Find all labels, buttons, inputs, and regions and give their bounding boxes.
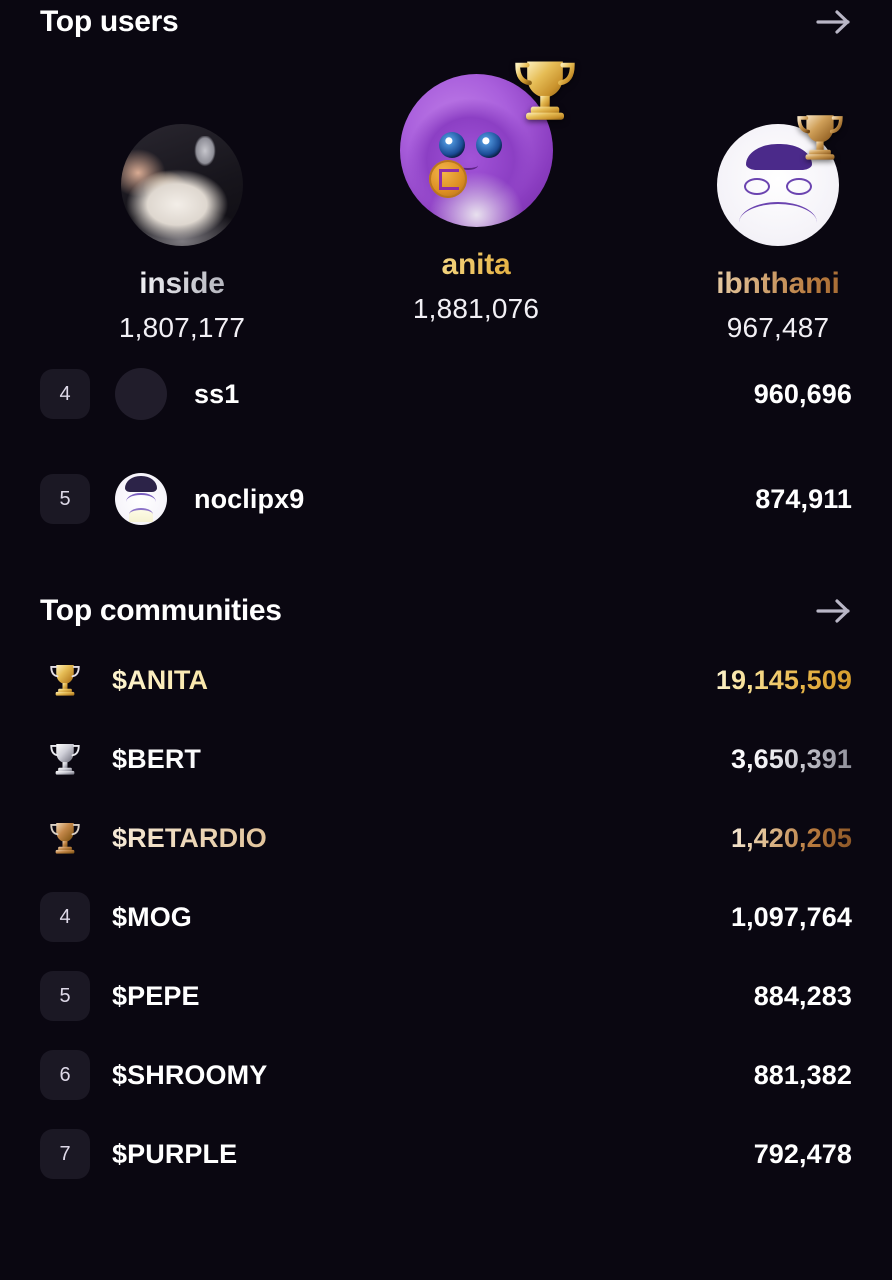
arrow-right-icon	[816, 598, 852, 624]
rank-badge: 4	[40, 892, 90, 942]
creature-eye-left	[439, 132, 466, 159]
blank-avatar	[115, 368, 167, 420]
silver-trophy-icon	[40, 734, 90, 784]
rank-badge: 7	[40, 1129, 90, 1179]
avatar-wrap-3	[717, 115, 843, 246]
fox-lineart-avatar	[717, 124, 839, 246]
podium-score-1: 1,881,076	[412, 293, 540, 324]
table-row[interactable]: 5 $PEPE 884,283	[40, 971, 852, 1021]
page-title: Top users	[40, 5, 179, 38]
podium-slot-3[interactable]: ibnthami 967,487	[668, 115, 888, 344]
noclipx9-avatar	[115, 473, 167, 525]
community-score: 19,145,509	[715, 664, 852, 695]
gold-trophy-icon	[40, 655, 90, 705]
community-name: $BERT	[112, 744, 731, 775]
user-name: ss1	[194, 378, 240, 409]
creature-mouth	[457, 161, 478, 171]
podium-name-2: inside	[72, 267, 292, 300]
table-row[interactable]: 4 $MOG 1,097,764	[40, 892, 852, 942]
community-name: $ANITA	[112, 665, 716, 696]
community-score: 1,420,205	[730, 822, 852, 853]
table-row[interactable]: 4 ss1 960,696	[40, 364, 852, 424]
fox-body	[738, 202, 818, 243]
avatar-figure	[126, 492, 156, 511]
rabbit-photo-avatar	[121, 124, 243, 246]
community-score: 881,382	[753, 1059, 852, 1090]
arrow-right-icon	[816, 9, 852, 35]
community-score: 3,650,391	[730, 743, 852, 774]
fox-cap	[746, 143, 813, 171]
creature-eye-right	[476, 132, 502, 159]
community-score: 1,097,764	[730, 901, 852, 932]
bronze-trophy-icon	[40, 813, 90, 863]
avatar-wrap-1	[399, 61, 575, 227]
podium-name-1: anita	[366, 248, 586, 281]
anita-coin-icon	[428, 159, 467, 198]
community-name: $SHROOMY	[112, 1059, 268, 1090]
top-communities-header: Top communities	[40, 589, 852, 633]
top-users-see-all-button[interactable]	[808, 2, 852, 42]
community-name: $PURPLE	[112, 1138, 238, 1169]
community-score: 884,283	[753, 980, 852, 1011]
community-name: $RETARDIO	[112, 823, 731, 854]
community-score: 792,478	[753, 1138, 852, 1169]
top-communities-see-all-button[interactable]	[808, 591, 852, 631]
rank-badge: 6	[40, 1050, 90, 1100]
podium-slot-1[interactable]: anita 1,881,076	[366, 61, 586, 325]
community-name: $PEPE	[112, 980, 200, 1011]
rank-badge: 4	[40, 369, 90, 419]
table-row[interactable]: 6 $SHROOMY 881,382	[40, 1050, 852, 1100]
table-row[interactable]: $BERT 3,650,391	[40, 734, 852, 784]
fox-glasses	[743, 177, 813, 195]
communities-title: Top communities	[40, 594, 282, 627]
rank-badge: 5	[40, 474, 90, 524]
table-row[interactable]: $ANITA 19,145,509	[40, 655, 852, 705]
rank-badge: 5	[40, 971, 90, 1021]
podium-score-3: 967,487	[726, 312, 830, 343]
table-row[interactable]: 7 $PURPLE 792,478	[40, 1129, 852, 1179]
top-users-header: Top users	[40, 0, 852, 44]
user-name: noclipx9	[194, 483, 305, 514]
community-name: $MOG	[112, 901, 192, 932]
user-score: 960,696	[753, 378, 852, 409]
avatar-cap	[125, 476, 157, 492]
podium: inside 1,807,177	[40, 61, 852, 362]
section-divider	[40, 549, 852, 589]
top-communities-list: $ANITA 19,145,509 $BERT 3,650,3	[40, 655, 852, 1179]
purple-creature-avatar	[399, 74, 553, 227]
avatar-wrap-2	[121, 124, 243, 246]
table-row[interactable]: 5 noclipx9 874,911	[40, 469, 852, 529]
avatar-figure-lower	[128, 508, 154, 522]
podium-name-3: ibnthami	[668, 267, 888, 300]
silver-trophy-photo-icon	[186, 136, 224, 178]
podium-score-2: 1,807,177	[118, 312, 246, 343]
user-score: 874,911	[755, 483, 852, 514]
top-users-list: 4 ss1 960,696 5 noclipx9 874,911	[40, 364, 852, 529]
podium-slot-2[interactable]: inside 1,807,177	[72, 124, 292, 344]
table-row[interactable]: $RETARDIO 1,420,205	[40, 813, 852, 863]
